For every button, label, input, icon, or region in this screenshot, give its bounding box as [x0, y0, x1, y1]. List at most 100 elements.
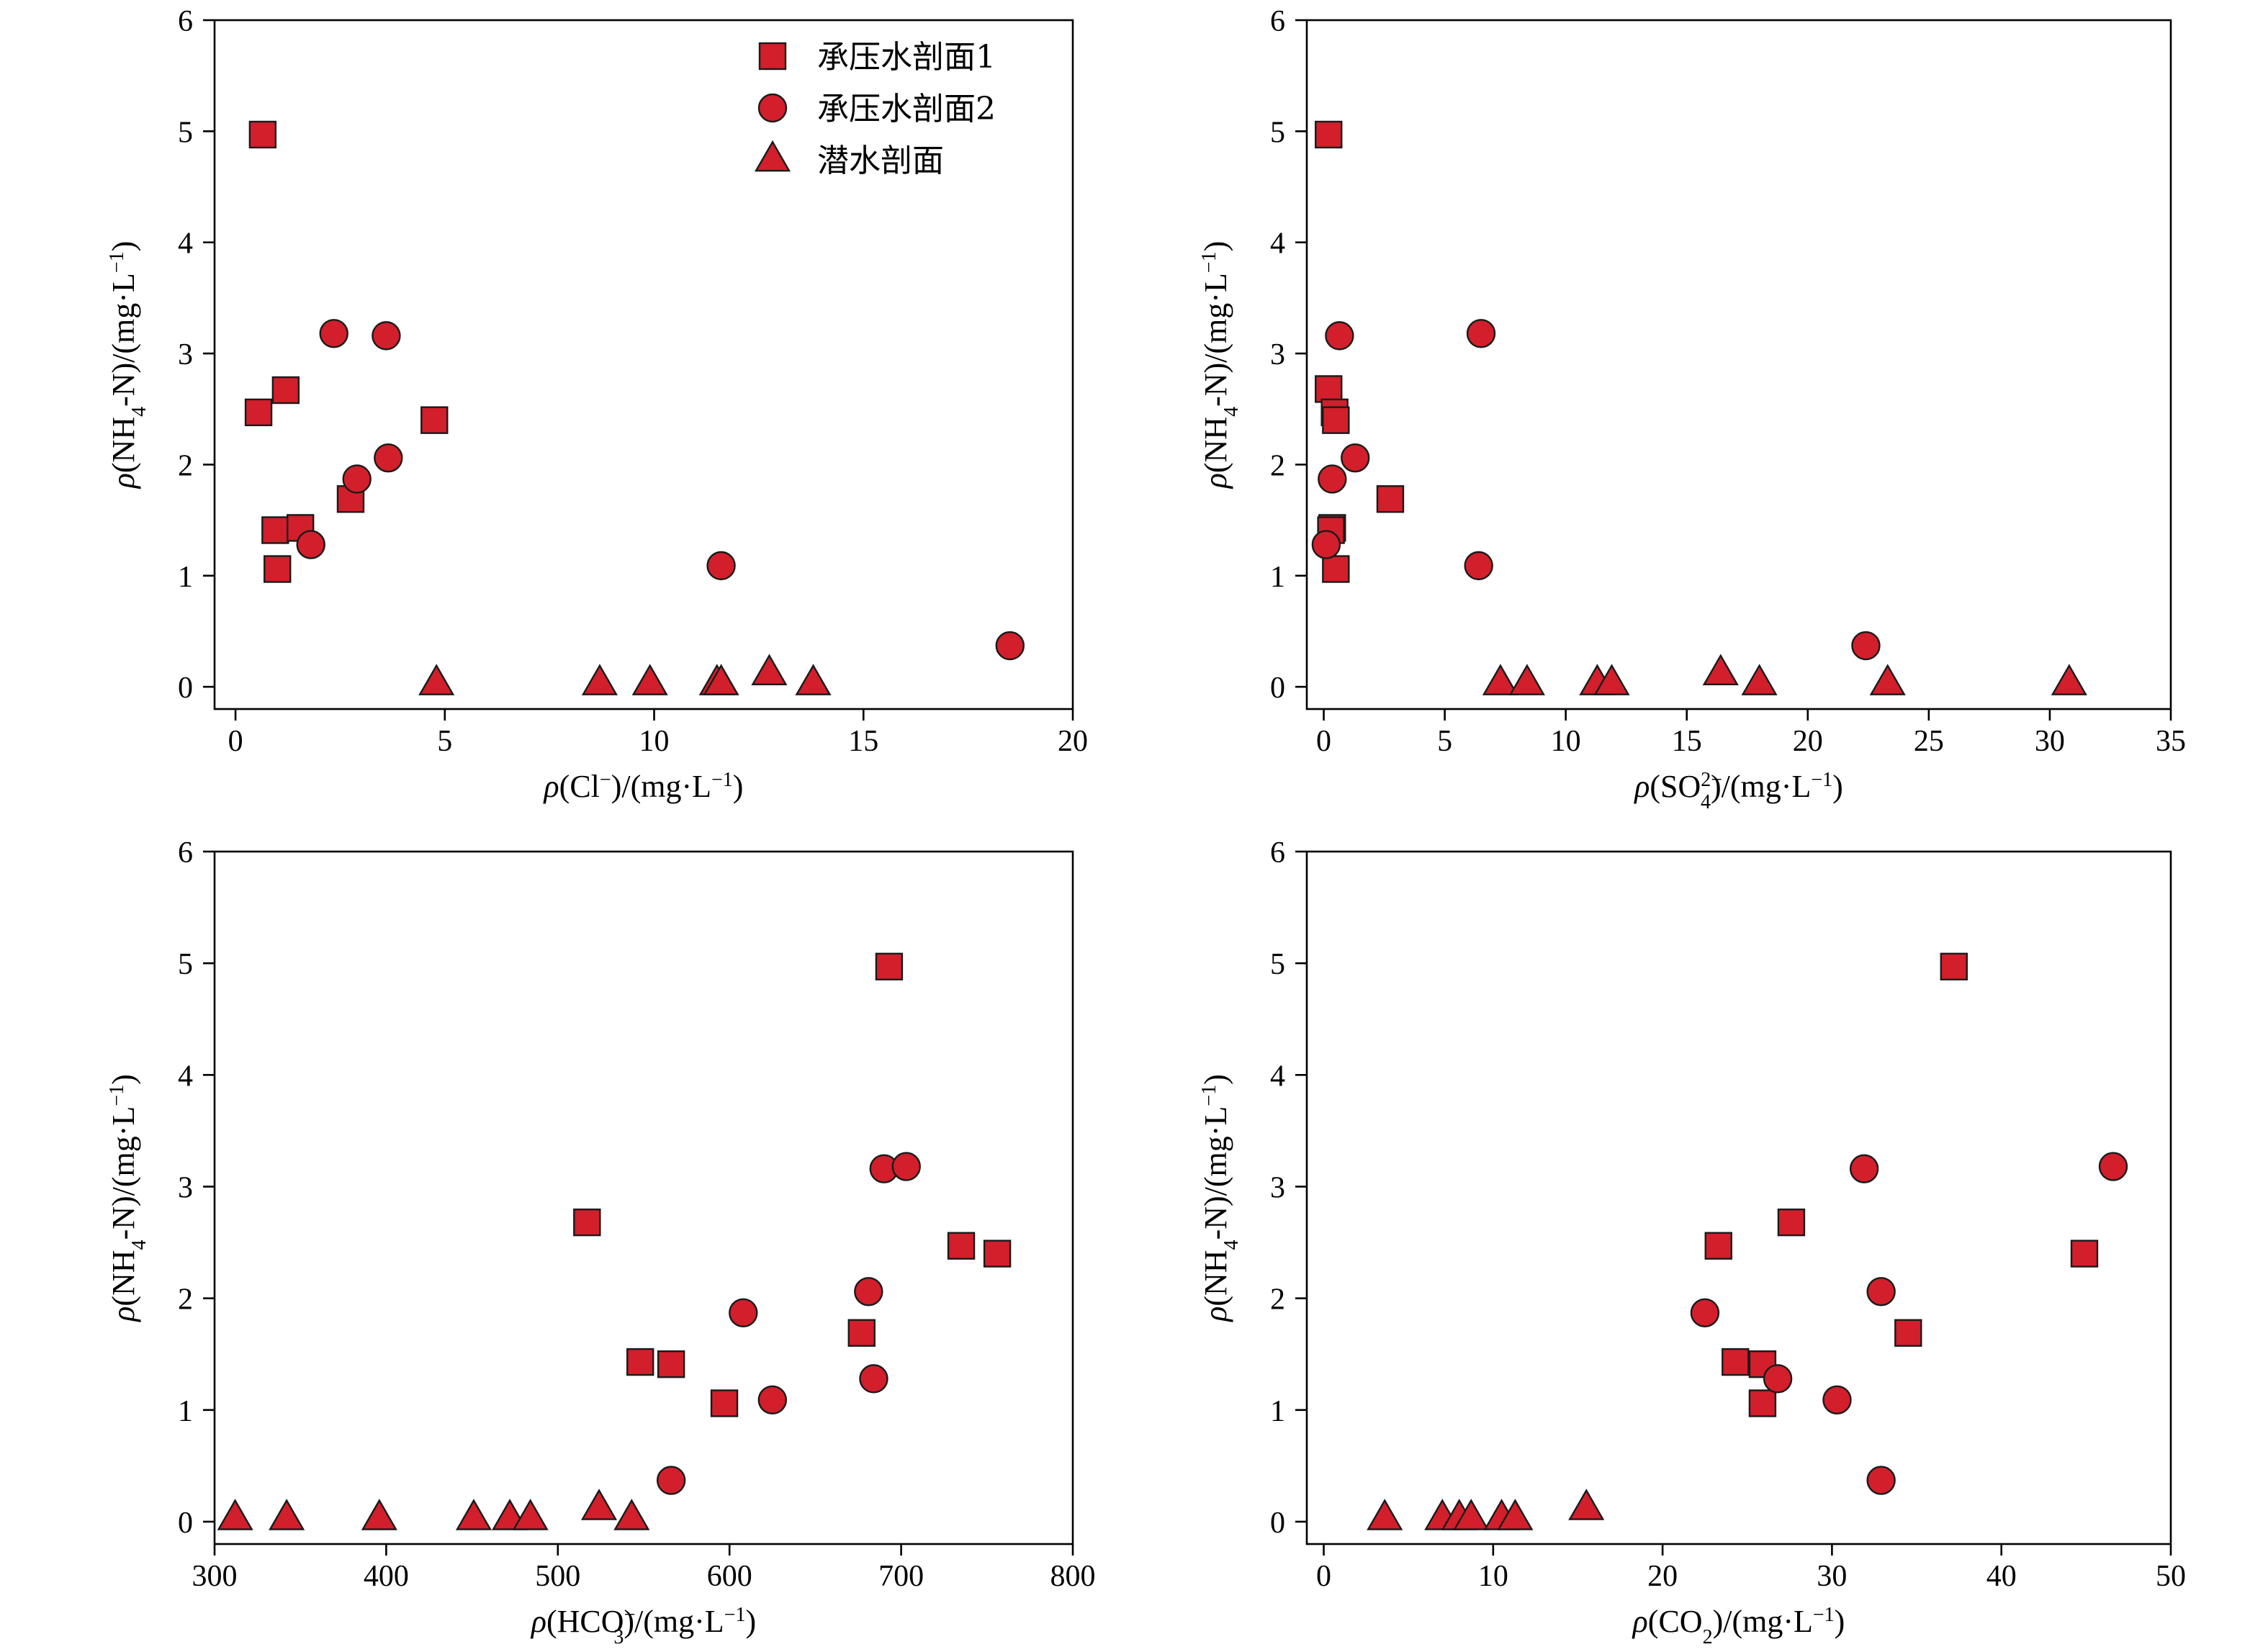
scatter-panel-1: 0 5 10 15 20 0 1 2 3 4 5 6 ρ(Cl−)/(mg·L−1) ρ(NH4-N)/(… — [106, 5, 1089, 804]
data-point-circle — [1849, 1154, 1879, 1183]
data-point-square — [875, 952, 904, 981]
data-point-circle — [1822, 1385, 1852, 1415]
data-point-triangle — [1453, 1499, 1490, 1530]
legend-marker-circle — [757, 93, 788, 123]
y-tick-label: 2 — [178, 449, 193, 482]
data-point-circle — [757, 1385, 788, 1415]
data-point-circle — [859, 1364, 888, 1394]
y-tick-label: 4 — [178, 227, 193, 261]
x-tick-label: 5 — [1437, 725, 1452, 758]
legend-marker-triangle — [754, 140, 791, 172]
y-tick-label: 5 — [178, 948, 193, 981]
y-tick-label: 1 — [178, 1395, 193, 1428]
data-point-square — [1777, 1208, 1806, 1237]
series-triangle — [1482, 654, 2087, 695]
data-point-triangle — [2051, 664, 2087, 695]
data-point-triangle — [1367, 1499, 1403, 1530]
x-tick-label: 20 — [1058, 725, 1088, 758]
x-tick-label: 40 — [1986, 1560, 2017, 1593]
data-point-circle — [891, 1152, 921, 1181]
y-axis-label: ρ(NH4-N)/(mg·L−1) — [1198, 1074, 1243, 1323]
data-point-circle — [1466, 319, 1496, 348]
series-square — [1315, 120, 1405, 583]
x-tick-label: 0 — [1316, 1560, 1331, 1593]
data-point-square — [1722, 1348, 1750, 1376]
data-point-triangle — [455, 1499, 492, 1530]
x-axis-label: ρ(Cl−)/(mg·L−1) — [543, 769, 744, 805]
data-point-triangle — [613, 1499, 650, 1530]
data-point-triangle — [269, 1499, 305, 1530]
plot-frame — [1305, 19, 2172, 710]
scatter-panel-4: 0 10 20 30 40 50 0 1 2 3 4 5 6 ρ(CO2)/(mg·L−1) ρ(NH4-N… — [1198, 836, 2187, 1648]
data-point-triangle — [1568, 1489, 1605, 1520]
series-triangle — [217, 1489, 650, 1530]
data-point-square — [657, 1350, 685, 1378]
data-point-square — [983, 1240, 1012, 1268]
x-tick-label: 50 — [2156, 1560, 2186, 1593]
data-point-triangle — [580, 1489, 618, 1520]
data-point-circle — [1851, 631, 1881, 661]
data-point-circle — [342, 464, 372, 494]
y-tick-label: 1 — [178, 561, 193, 594]
y-axis-label: ρ(NH4-N)/(mg·L−1) — [106, 241, 150, 490]
data-point-square — [1322, 555, 1350, 583]
data-point-square — [2070, 1240, 2099, 1268]
data-point-triangle — [1593, 664, 1630, 695]
data-point-square — [710, 1389, 739, 1417]
x-tick-label: 10 — [1478, 1560, 1508, 1593]
data-point-triangle — [217, 1499, 253, 1530]
data-point-square — [1376, 485, 1405, 513]
series-square — [1704, 952, 2099, 1417]
x-tick-label: 0 — [228, 725, 243, 758]
data-point-triangle — [1508, 664, 1545, 695]
data-point-square — [626, 1348, 654, 1376]
y-tick-label: 5 — [1270, 948, 1285, 981]
y-tick-label: 6 — [178, 836, 193, 870]
series-circle — [1311, 319, 1881, 661]
x-tick-label: 25 — [1914, 725, 1944, 758]
x-tick-label: 10 — [1551, 725, 1581, 758]
y-tick-label: 3 — [178, 1171, 193, 1204]
y-tick-label: 1 — [1270, 561, 1285, 594]
data-point-circle — [1311, 530, 1341, 559]
data-point-circle — [729, 1298, 758, 1328]
y-tick-label: 0 — [178, 672, 193, 705]
data-point-square — [1748, 1389, 1777, 1417]
data-point-square — [1940, 952, 1968, 981]
scatter-panel-2: 0 5 10 15 20 25 30 35 0 1 2 3 4 5 6 ρ(SO2− 4)/(mg·L−1) ρ(… — [1198, 5, 2187, 813]
series-square — [573, 952, 1012, 1417]
y-tick-label: 6 — [1270, 836, 1285, 870]
series-square — [244, 120, 449, 583]
data-point-triangle — [795, 664, 832, 695]
legend-label: 承压水剖面1 — [817, 39, 996, 76]
x-tick-label: 800 — [1050, 1560, 1096, 1593]
series-triangle — [418, 654, 832, 695]
data-point-triangle — [1497, 1499, 1534, 1530]
y-axis-label: ρ(NH4-N)/(mg·L−1) — [106, 1074, 150, 1323]
data-point-square — [1315, 375, 1343, 403]
x-tick-label: 30 — [1817, 1560, 1847, 1593]
legend-label: 潜水剖面 — [817, 143, 944, 179]
x-tick-label: 30 — [2035, 725, 2065, 758]
data-point-triangle — [703, 664, 739, 695]
y-tick-label: 2 — [178, 1283, 193, 1317]
data-point-circle — [1866, 1466, 1896, 1495]
y-tick-label: 4 — [1270, 227, 1285, 261]
x-tick-label: 15 — [848, 725, 878, 758]
plot-frame — [1305, 850, 2172, 1545]
scatter-panel-3: 300 400 500 600 700 800 0 1 2 3 4 5 6 ρ(HCO− 3)/(mg·L−… — [106, 836, 1096, 1648]
data-point-circle — [296, 530, 325, 559]
data-point-circle — [1318, 464, 1347, 494]
data-point-square — [1704, 1232, 1732, 1260]
data-point-triangle — [1741, 664, 1778, 695]
legend-label: 承压水剖面2 — [817, 91, 996, 127]
x-axis-label: ρ(CO2)/(mg·L−1) — [1632, 1604, 1845, 1648]
y-axis-label: ρ(NH4-N)/(mg·L−1) — [1198, 241, 1243, 490]
data-point-square — [1322, 406, 1350, 434]
data-point-square — [1894, 1319, 1922, 1347]
data-point-triangle — [361, 1499, 397, 1530]
data-point-triangle — [581, 664, 618, 695]
y-tick-label: 5 — [1270, 116, 1285, 149]
x-tick-label: 600 — [707, 1560, 752, 1593]
